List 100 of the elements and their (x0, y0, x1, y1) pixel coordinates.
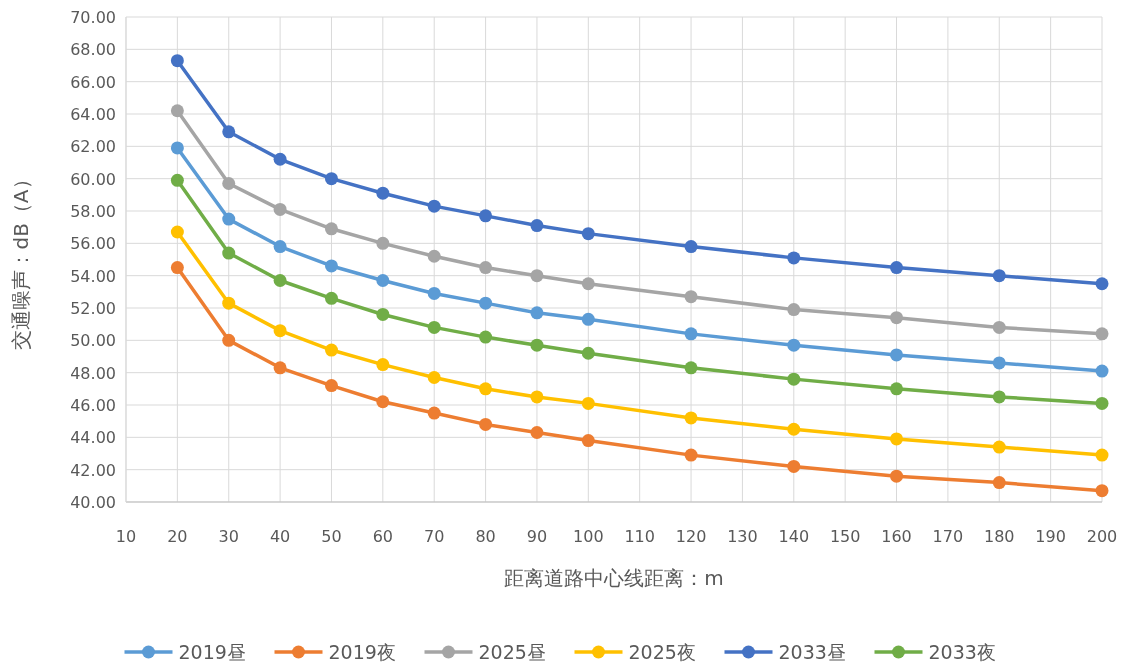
point (787, 303, 801, 317)
x-tick-label: 20 (167, 527, 188, 546)
point (890, 469, 904, 483)
x-tick-label: 40 (269, 527, 291, 546)
point (479, 330, 493, 344)
y-tick-label: 54.00 (70, 266, 116, 286)
point (530, 306, 544, 320)
x-tick-label: 190 (1035, 527, 1066, 546)
point (273, 361, 287, 375)
y-tick-label: 56.00 (70, 234, 116, 254)
point (273, 274, 287, 288)
y-tick-label: 46.00 (70, 396, 116, 415)
x-tick-label: 110 (624, 527, 655, 546)
x-tick-label: 100 (573, 527, 604, 546)
point (170, 104, 184, 118)
x-tick-label: 180 (983, 527, 1015, 546)
point (222, 212, 236, 226)
y-tick-label: 60.00 (70, 169, 116, 189)
y-tick-label: 40.00 (70, 493, 116, 512)
x-tick-label: 150 (829, 527, 861, 546)
point (222, 125, 236, 139)
x-tick-label: 60 (372, 527, 394, 546)
point (684, 411, 698, 425)
point (530, 425, 544, 439)
point (530, 390, 544, 404)
point (479, 382, 493, 396)
legend-label: 2025昼 (478, 641, 546, 663)
x-tick-label: 170 (932, 527, 964, 546)
point (581, 346, 595, 360)
point (273, 324, 287, 338)
point (170, 261, 184, 275)
point (427, 249, 441, 263)
point (1095, 277, 1109, 291)
point (170, 173, 184, 187)
point (581, 396, 595, 410)
point (992, 476, 1006, 490)
point (479, 261, 493, 275)
x-tick-label: 70 (424, 527, 445, 546)
legend-label: 2019昼 (178, 641, 246, 663)
point (1095, 396, 1109, 410)
point (890, 348, 904, 362)
point (427, 320, 441, 334)
x-tick-label: 140 (778, 527, 810, 546)
y-tick-label: 68.00 (70, 40, 116, 60)
point (530, 338, 544, 352)
x-tick-label: 90 (526, 527, 548, 546)
y-tick-label: 50.00 (70, 331, 116, 351)
point (376, 307, 390, 321)
x-tick-label: 200 (1086, 527, 1118, 546)
x-tick-label: 50 (321, 527, 342, 546)
point (324, 291, 338, 305)
point (376, 358, 390, 372)
x-tick-label: 30 (218, 527, 239, 546)
point (273, 240, 287, 254)
point (1095, 448, 1109, 462)
legend-label: 2033昼 (778, 641, 846, 663)
y-tick-label: 64.00 (70, 105, 116, 124)
y-tick-label: 42.00 (70, 460, 116, 480)
point (890, 432, 904, 446)
x-tick-label: 120 (675, 527, 707, 546)
point (479, 417, 493, 431)
point (684, 240, 698, 254)
point (170, 54, 184, 68)
point (787, 372, 801, 386)
point (170, 141, 184, 155)
x-tick-label: 160 (881, 527, 912, 546)
legend-label: 2019夜 (328, 641, 396, 663)
point (376, 274, 390, 288)
legend-label: 2033夜 (928, 641, 996, 663)
y-tick-label: 44.00 (70, 428, 116, 448)
y-tick-label: 62.00 (70, 137, 116, 157)
point (324, 172, 338, 186)
point (324, 259, 338, 273)
point (1095, 364, 1109, 378)
point (787, 338, 801, 352)
point (530, 269, 544, 283)
point (479, 296, 493, 310)
point (427, 371, 441, 385)
point (222, 296, 236, 310)
point (890, 261, 904, 275)
point (684, 448, 698, 462)
x-axis-title: 距离道路中心线距离：m (504, 566, 724, 590)
point (581, 227, 595, 241)
point (427, 286, 441, 300)
point (273, 202, 287, 216)
point (890, 311, 904, 325)
point (530, 219, 544, 233)
legend-label: 2025夜 (628, 641, 696, 663)
y-tick-label: 48.00 (70, 363, 116, 383)
point (1095, 484, 1109, 498)
point (684, 361, 698, 375)
point (581, 312, 595, 326)
point (684, 290, 698, 304)
y-axis-title: 交通噪声：dB（A） (9, 169, 33, 350)
y-tick-label: 52.00 (70, 299, 116, 318)
point (222, 246, 236, 260)
point (324, 343, 338, 357)
point (890, 382, 904, 396)
x-tick-label: 130 (727, 527, 758, 546)
point (992, 440, 1006, 454)
